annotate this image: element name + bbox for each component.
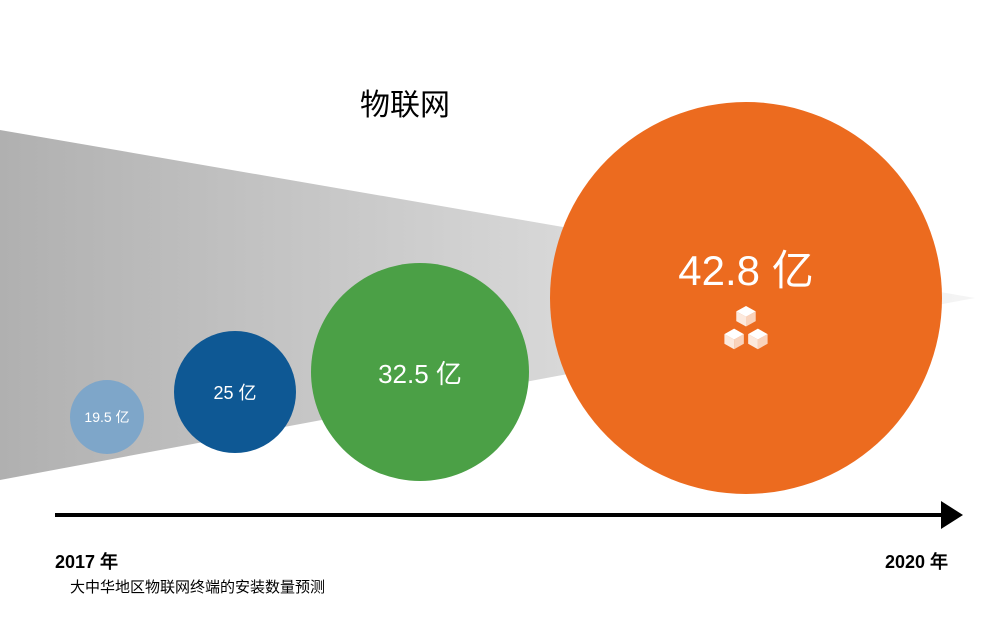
bubble-2018-label: 25 亿: [213, 379, 256, 405]
bubble-2017-label: 19.5 亿: [84, 407, 129, 427]
axis-end-label: 2020 年: [885, 548, 948, 574]
chart-caption: 大中华地区物联网终端的安装数量预测: [70, 576, 325, 597]
bubble-2019-label: 32.5 亿: [378, 354, 462, 391]
bubble-2020: 42.8 亿: [550, 102, 942, 494]
cubes-icon: [719, 306, 773, 360]
axis-start-label: 2017 年: [55, 548, 118, 574]
bubble-2018: 25 亿: [174, 331, 296, 453]
bubble-2017: 19.5 亿: [70, 380, 144, 454]
bubble-2020-label: 42.8 亿: [678, 237, 813, 298]
chart-canvas: 物联网 19.5 亿 25 亿 32.5 亿 42.8 亿: [0, 0, 985, 627]
bubble-2019: 32.5 亿: [311, 263, 529, 481]
timeline-arrow-line: [55, 513, 941, 517]
chart-title: 物联网: [360, 80, 450, 124]
timeline-arrow-head: [941, 501, 963, 529]
